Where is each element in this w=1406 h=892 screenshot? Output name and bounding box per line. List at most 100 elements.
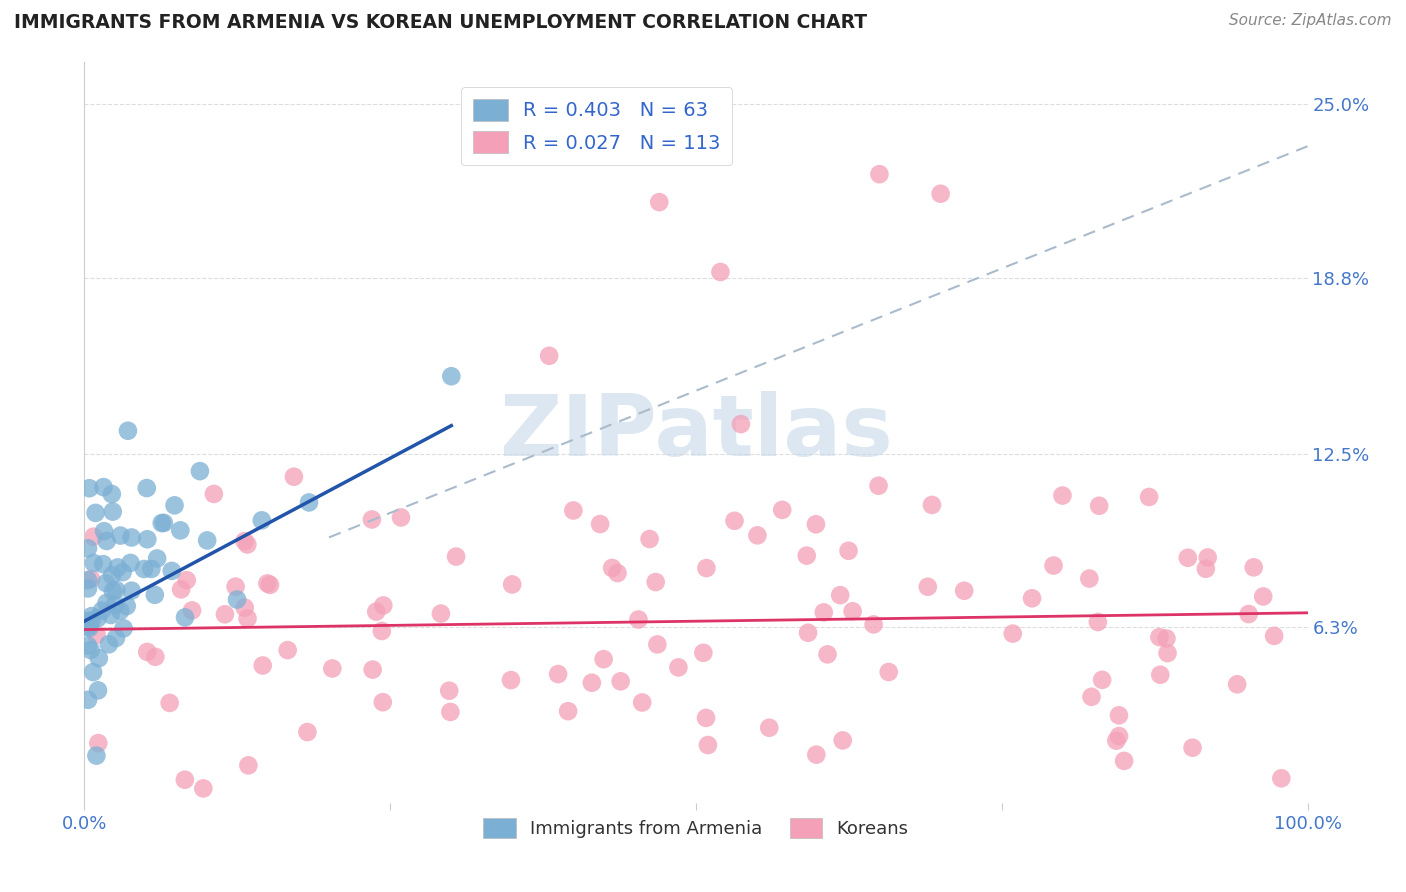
Point [1088, 499, 1111, 513]
Point [226, 592, 249, 607]
Point [188, 464, 211, 478]
Point [1042, 558, 1064, 573]
Point [136, 533, 159, 547]
Point [77, 693, 100, 707]
Point [1197, 550, 1219, 565]
Point [110, 528, 132, 542]
Point [104, 631, 127, 645]
Point [159, 696, 181, 710]
Point [929, 186, 952, 201]
Point [146, 551, 169, 566]
Point [1156, 646, 1178, 660]
Point [82, 665, 104, 679]
Point [361, 663, 384, 677]
Point [589, 517, 612, 532]
Text: ZIPatlas: ZIPatlas [499, 391, 893, 475]
Point [195, 533, 218, 548]
Point [1149, 667, 1171, 681]
Point [1243, 560, 1265, 574]
Point [695, 711, 717, 725]
Point [77, 573, 100, 587]
Point [439, 705, 461, 719]
Point [696, 738, 718, 752]
Point [160, 564, 183, 578]
Point [638, 532, 661, 546]
Point [77, 620, 100, 634]
Point [176, 573, 198, 587]
Point [797, 625, 820, 640]
Point [169, 524, 191, 538]
Point [79, 481, 101, 495]
Point [87, 683, 110, 698]
Text: Source: ZipAtlas.com: Source: ZipAtlas.com [1229, 13, 1392, 29]
Point [1137, 490, 1160, 504]
Point [648, 195, 671, 210]
Point [79, 621, 101, 635]
Point [252, 658, 274, 673]
Point [79, 643, 101, 657]
Point [538, 349, 561, 363]
Point [1091, 673, 1114, 687]
Point [600, 561, 623, 575]
Point [813, 606, 835, 620]
Point [695, 561, 717, 575]
Point [136, 645, 159, 659]
Point [430, 607, 453, 621]
Point [214, 607, 236, 622]
Point [668, 660, 690, 674]
Point [256, 576, 278, 591]
Point [730, 417, 752, 431]
Point [121, 531, 143, 545]
Point [692, 646, 714, 660]
Point [80, 609, 103, 624]
Point [1080, 690, 1102, 704]
Point [86, 748, 108, 763]
Point [80, 572, 103, 586]
Point [86, 628, 108, 642]
Point [444, 549, 467, 564]
Point [87, 736, 110, 750]
Point [557, 704, 579, 718]
Point [77, 639, 100, 653]
Point [547, 667, 569, 681]
Point [115, 599, 138, 613]
Point [501, 577, 523, 591]
Point [94, 576, 117, 591]
Point [163, 499, 186, 513]
Point [141, 562, 163, 576]
Point [804, 517, 827, 532]
Point [238, 758, 260, 772]
Point [437, 683, 460, 698]
Point [758, 721, 780, 735]
Point [869, 167, 891, 181]
Point [1195, 562, 1218, 576]
Point [841, 604, 863, 618]
Point [917, 580, 939, 594]
Point [174, 610, 197, 624]
Point [647, 637, 669, 651]
Point [117, 424, 139, 438]
Point [87, 651, 110, 665]
Point [1108, 729, 1130, 743]
Point [1108, 708, 1130, 723]
Point [1149, 630, 1171, 644]
Point [110, 604, 132, 618]
Point [1237, 607, 1260, 621]
Point [862, 617, 884, 632]
Point [1105, 733, 1128, 747]
Point [1078, 572, 1101, 586]
Point [366, 605, 388, 619]
Point [371, 695, 394, 709]
Point [83, 556, 105, 570]
Point [150, 516, 173, 530]
Point [953, 583, 976, 598]
Point [80, 614, 103, 628]
Point [806, 747, 828, 762]
Point [770, 503, 793, 517]
Point [84, 506, 107, 520]
Point [1177, 550, 1199, 565]
Point [644, 575, 666, 590]
Point [830, 588, 852, 602]
Point [1181, 740, 1204, 755]
Point [592, 652, 614, 666]
